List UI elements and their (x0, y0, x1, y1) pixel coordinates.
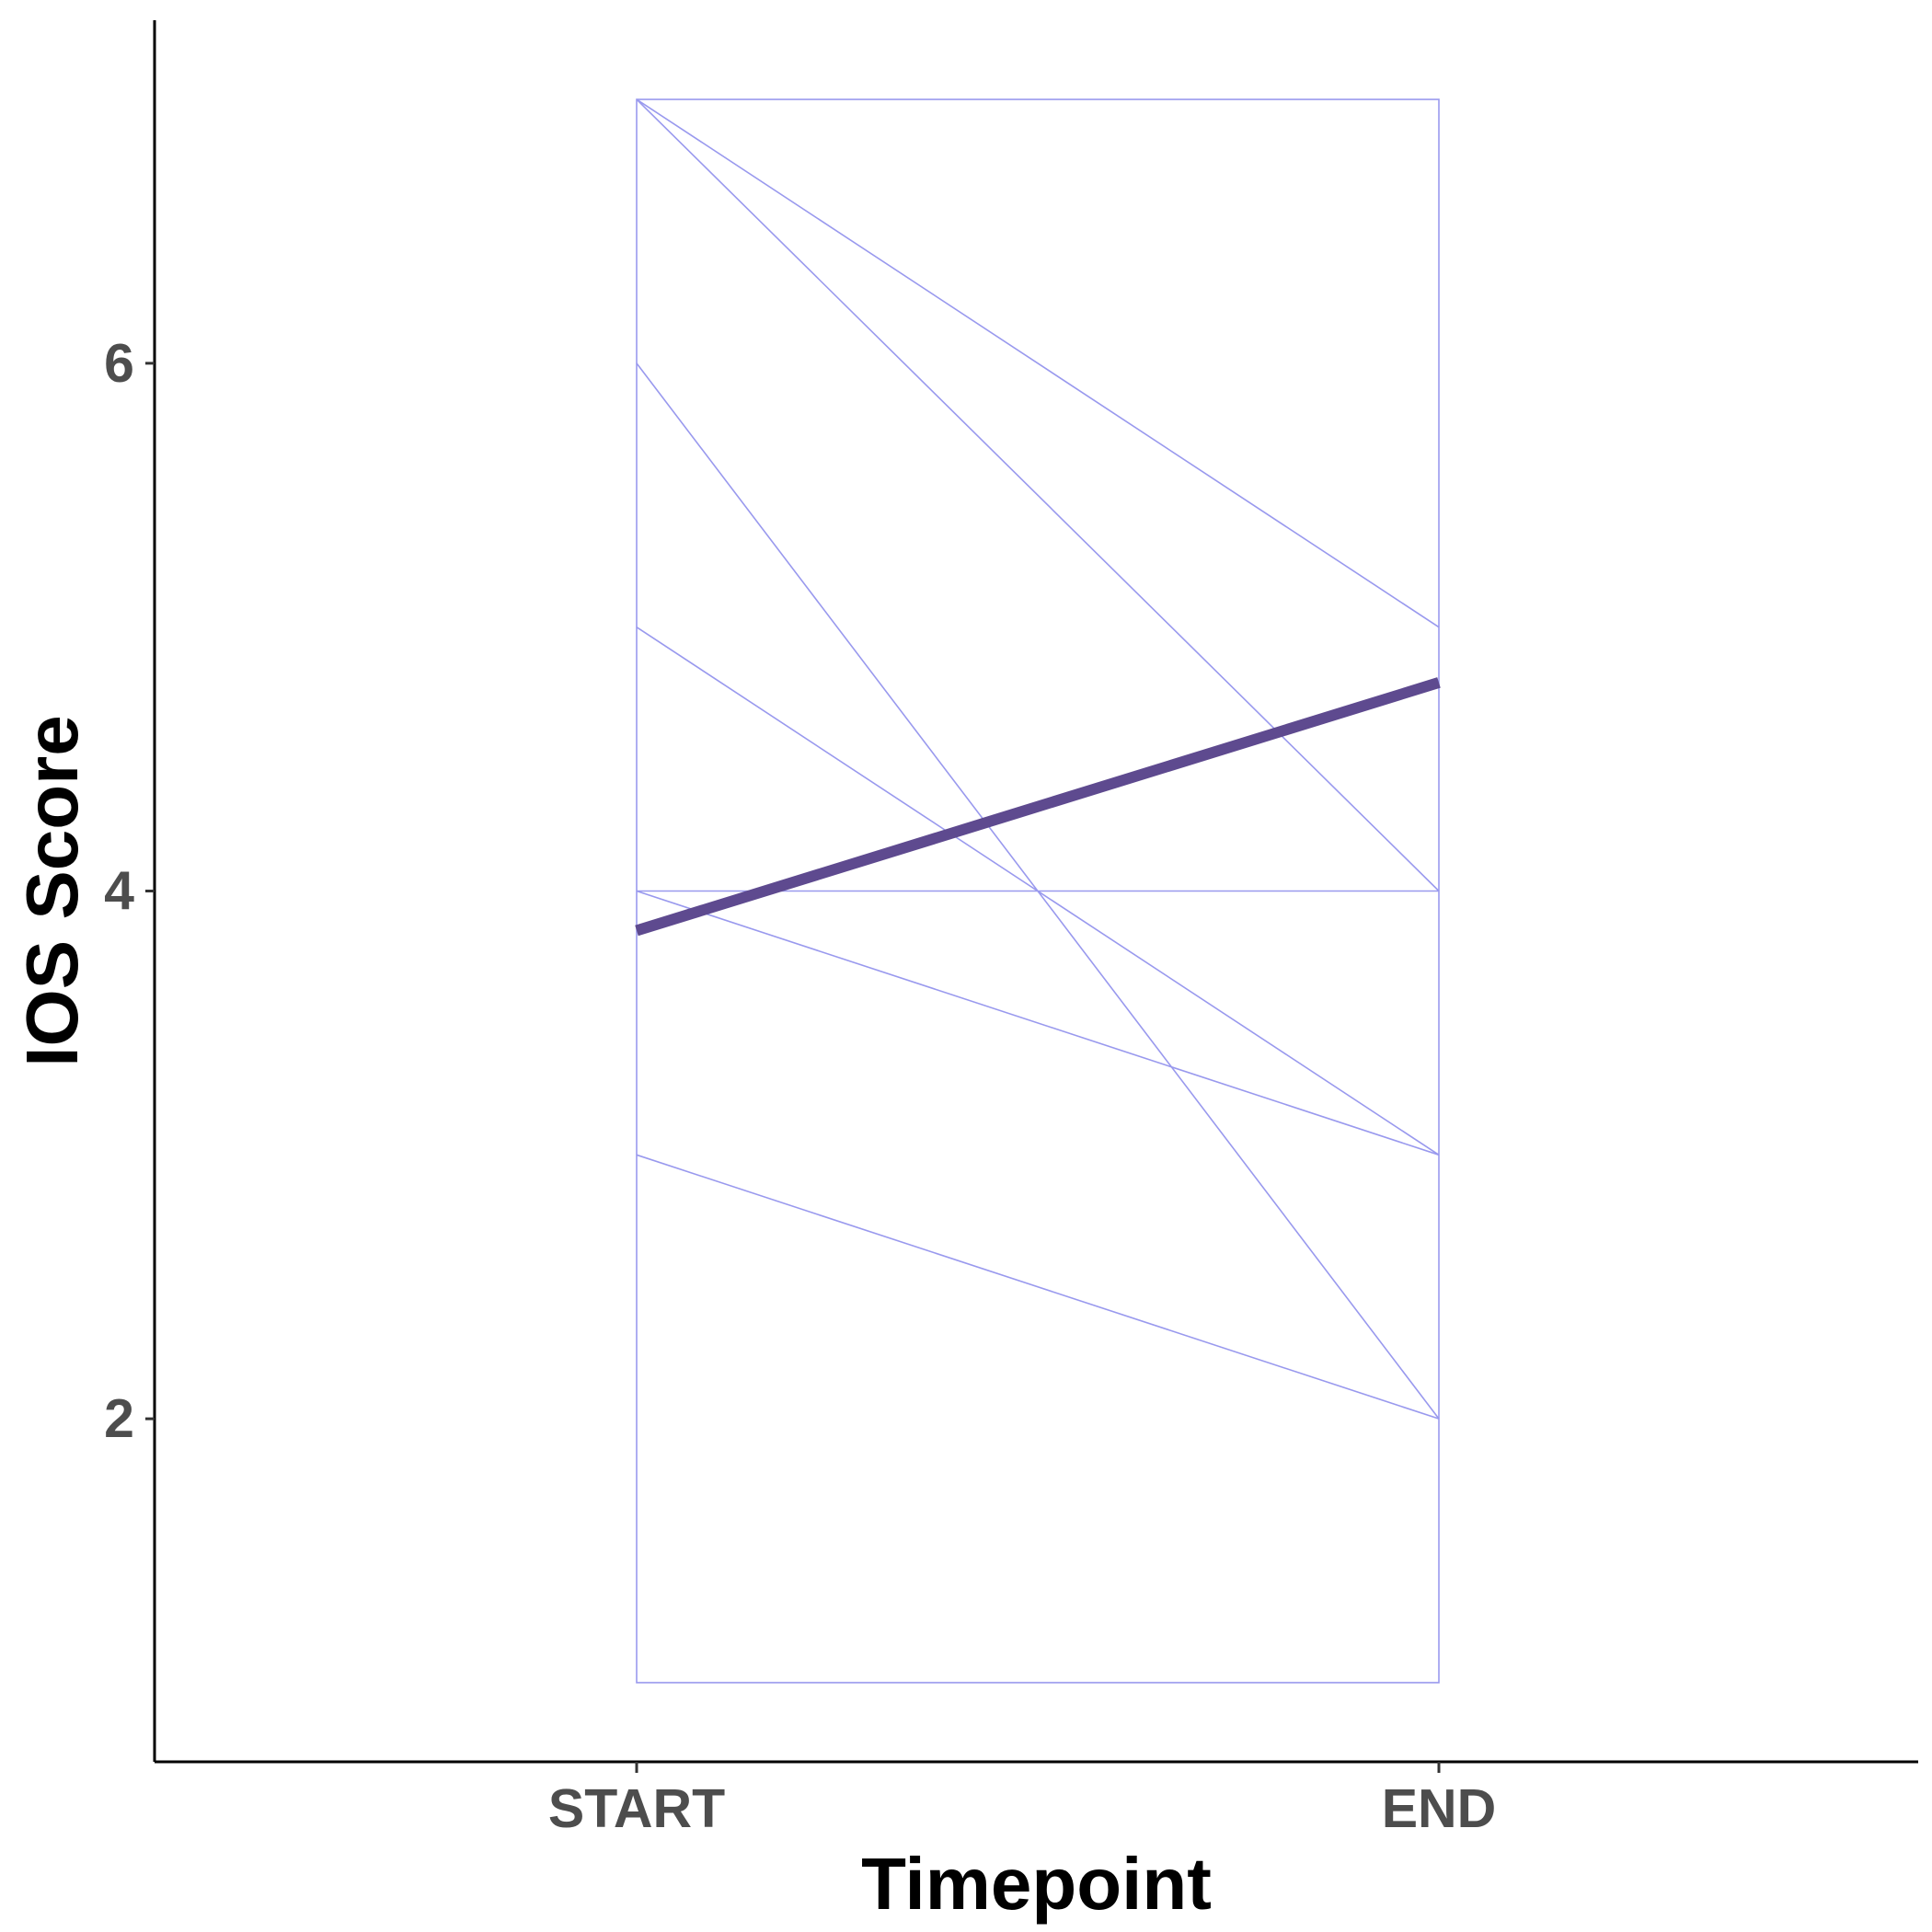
y-axis-title: IOS Score (11, 715, 93, 1066)
mean-line-group (635, 677, 1441, 937)
y-tick-label-4: 4 (104, 861, 134, 922)
x-tick-label-start: START (548, 1778, 725, 1839)
individual-line-2 (636, 98, 1440, 892)
individual-line-1 (636, 98, 1440, 628)
y-axis-ticks: 2 4 6 (104, 333, 155, 1449)
x-tick-label-end: END (1382, 1778, 1497, 1839)
individual-line-6 (636, 890, 1440, 1156)
x-axis-ticks: START END (548, 1762, 1496, 1839)
mean-line (635, 677, 1441, 937)
individual-line-7 (636, 1154, 1440, 1420)
y-tick-label-6: 6 (104, 333, 134, 394)
x-axis-title: Timepoint (861, 1843, 1212, 1925)
y-tick-label-2: 2 (104, 1388, 134, 1449)
individual-lines (636, 98, 1440, 1420)
